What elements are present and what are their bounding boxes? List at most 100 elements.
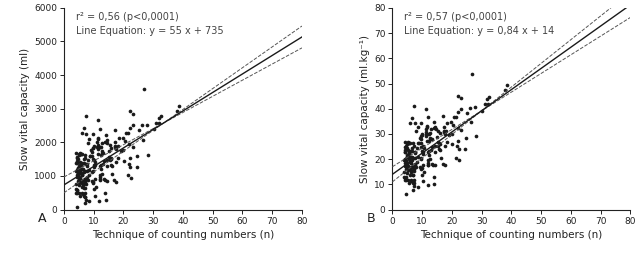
Point <box>109 178 120 182</box>
Point <box>446 120 456 124</box>
Point <box>419 170 429 174</box>
Point <box>438 162 448 166</box>
Point <box>125 156 135 160</box>
Point <box>100 198 111 203</box>
Point <box>438 125 449 129</box>
Point <box>102 141 113 145</box>
Point <box>87 170 97 174</box>
Point <box>413 141 423 145</box>
Point <box>404 151 414 156</box>
Point <box>81 162 92 166</box>
Point <box>93 118 103 122</box>
Point <box>404 221 415 226</box>
Point <box>97 172 107 176</box>
Point <box>74 177 84 181</box>
Point <box>81 182 91 186</box>
Point <box>83 158 93 162</box>
Point <box>483 101 493 106</box>
Point <box>456 107 466 111</box>
Point <box>79 170 89 174</box>
Point <box>78 167 88 171</box>
Point <box>127 123 138 127</box>
Point <box>72 173 82 177</box>
Point <box>410 163 420 167</box>
Point <box>74 179 84 184</box>
Point <box>404 157 414 161</box>
Point <box>118 159 129 163</box>
Point <box>435 141 445 145</box>
Point <box>83 178 93 182</box>
Point <box>433 140 443 145</box>
Point <box>77 131 87 135</box>
Point <box>417 167 427 171</box>
Point <box>72 205 83 209</box>
Point <box>421 134 431 138</box>
Point <box>417 149 427 154</box>
Point <box>425 137 435 141</box>
Point <box>76 169 86 173</box>
Point <box>79 201 90 205</box>
Point <box>84 167 94 172</box>
Point <box>436 156 446 161</box>
Point <box>118 148 129 152</box>
Point <box>76 179 86 184</box>
Point <box>467 72 477 76</box>
Point <box>73 171 83 175</box>
Point <box>110 145 120 150</box>
Point <box>401 146 412 150</box>
Point <box>483 97 493 101</box>
Point <box>404 151 414 156</box>
Point <box>95 164 105 168</box>
Point <box>74 153 84 157</box>
Point <box>420 127 431 132</box>
Point <box>92 140 102 144</box>
Point <box>82 175 92 179</box>
Point <box>410 156 420 160</box>
Point <box>74 151 84 155</box>
Point <box>466 120 476 124</box>
Point <box>401 144 411 148</box>
Point <box>75 163 85 167</box>
Point <box>416 121 426 125</box>
Point <box>429 126 439 130</box>
Point <box>428 162 438 167</box>
Point <box>453 139 463 143</box>
Point <box>76 161 86 165</box>
Point <box>99 159 109 163</box>
Point <box>451 156 461 160</box>
Point <box>79 153 90 157</box>
Point <box>79 178 90 182</box>
Point <box>72 171 83 175</box>
Point <box>452 125 463 130</box>
Point <box>406 178 416 182</box>
Point <box>401 155 412 159</box>
Point <box>106 162 116 167</box>
Point <box>93 152 104 156</box>
Point <box>402 155 412 159</box>
Point <box>411 165 421 169</box>
Point <box>424 139 435 144</box>
Point <box>401 166 412 171</box>
Point <box>84 172 94 177</box>
Point <box>406 168 416 172</box>
Point <box>442 121 452 125</box>
Point <box>98 162 108 167</box>
Point <box>408 164 419 168</box>
Point <box>449 115 460 119</box>
Point <box>411 129 421 133</box>
Point <box>80 191 90 195</box>
Point <box>453 94 463 98</box>
Point <box>401 178 411 183</box>
Point <box>124 161 134 166</box>
Point <box>418 151 428 156</box>
Point <box>72 159 82 163</box>
Point <box>110 144 120 148</box>
Point <box>154 121 164 125</box>
Point <box>79 186 90 190</box>
Point <box>408 173 418 177</box>
Point <box>412 146 422 150</box>
Point <box>72 172 83 176</box>
Point <box>113 156 124 160</box>
Point <box>75 160 85 164</box>
Point <box>456 128 467 132</box>
